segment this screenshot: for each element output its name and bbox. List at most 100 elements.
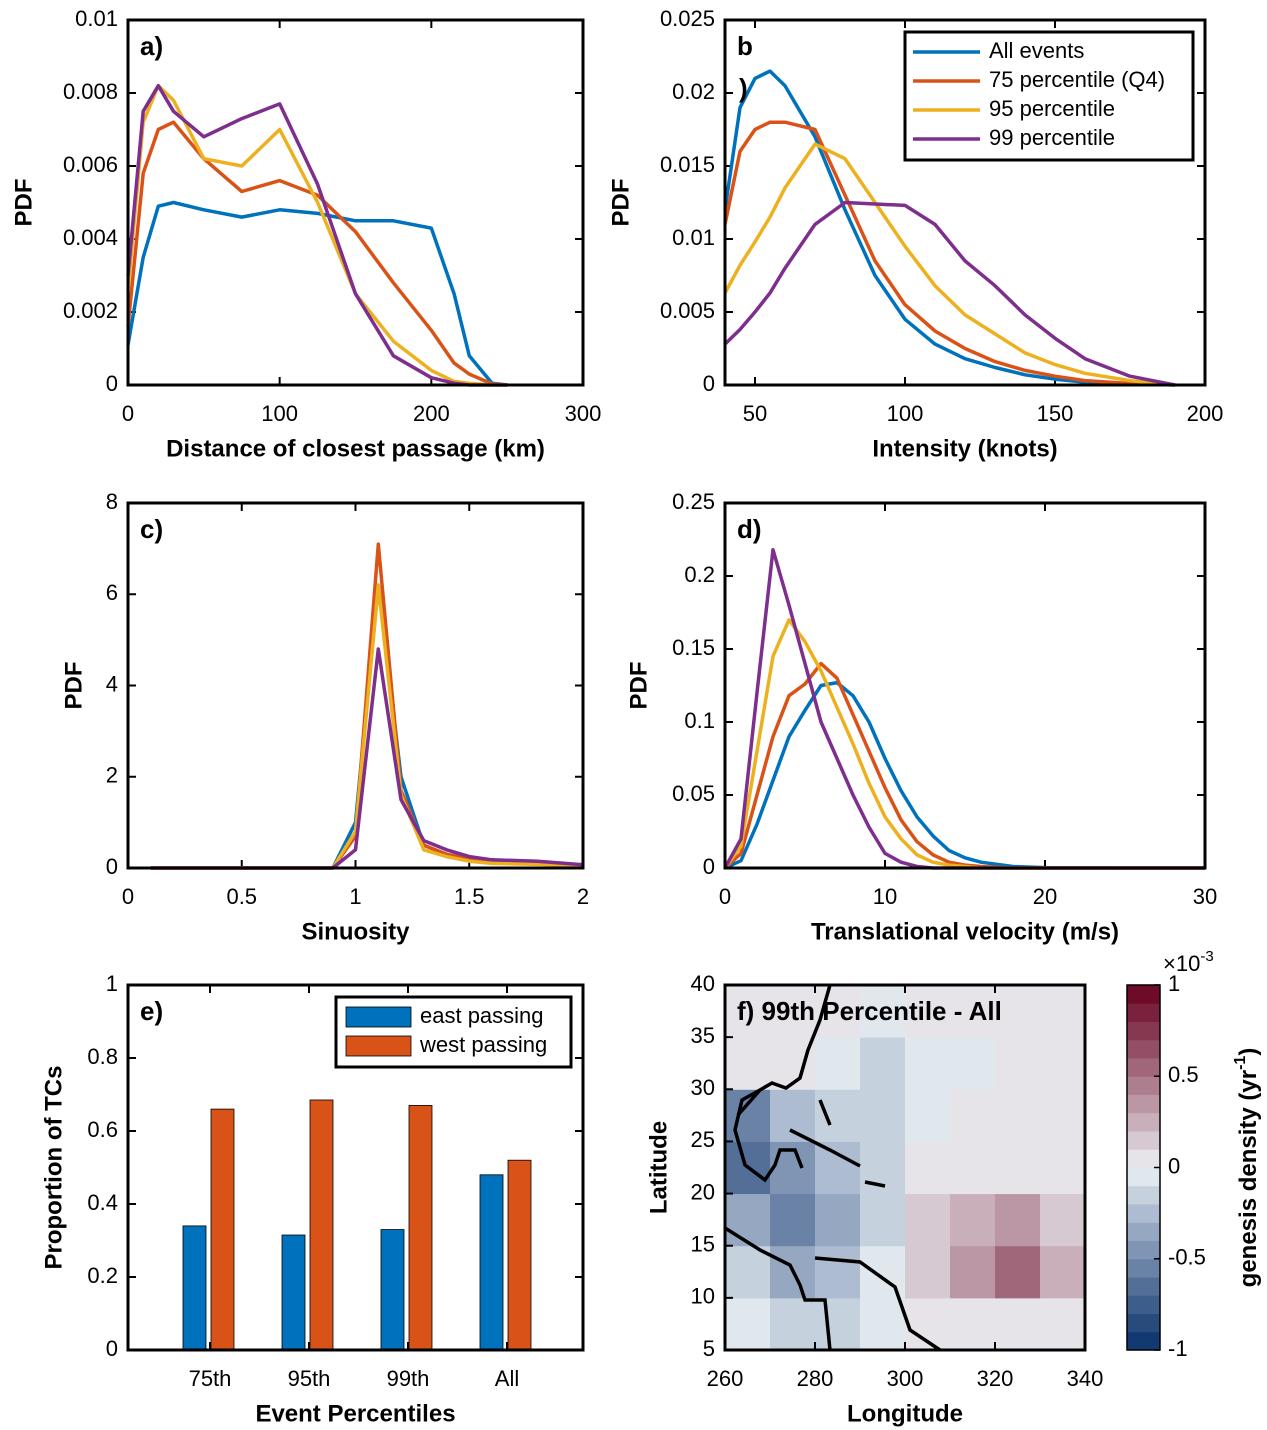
- heat-cell: [950, 1245, 996, 1299]
- heat-cell: [995, 1037, 1041, 1090]
- heat-cell: [950, 1297, 996, 1350]
- x-tick-label: 200: [1187, 401, 1224, 426]
- y-tick-label: 0.01: [75, 6, 118, 31]
- x-tick-label: 300: [887, 1366, 924, 1391]
- y-tick-label: 2: [106, 763, 118, 788]
- heat-cell: [815, 1245, 861, 1299]
- y-tick-label: 5: [703, 1336, 715, 1361]
- axes-frame: [126, 18, 585, 387]
- axes-frame: [723, 983, 1087, 1352]
- heat-cell: [995, 1089, 1041, 1142]
- coastline-hispaniola: [864, 1180, 886, 1188]
- heat-cell: [725, 1297, 771, 1350]
- heat-cell: [860, 985, 906, 1038]
- chart-title: f) 99th Percentile - All: [737, 996, 1002, 1026]
- y-axis-label: PDF: [60, 662, 87, 710]
- colorbar-label-main: genesis density (yr: [1235, 1070, 1262, 1287]
- colorbar-tick-label: -0.5: [1168, 1245, 1206, 1270]
- heat-cell: [905, 1141, 951, 1195]
- colorbar-swatch: [1127, 1313, 1160, 1333]
- series-line: [150, 647, 584, 870]
- y-tick-label: 0: [106, 1336, 118, 1361]
- colorbar-swatch: [1127, 1331, 1160, 1351]
- x-tick-label: All: [495, 1366, 519, 1391]
- heat-cell: [860, 1089, 906, 1142]
- x-tick-label: 1.5: [454, 884, 485, 909]
- y-tick-label: 10: [691, 1284, 715, 1309]
- colorbar-swatch: [1127, 1240, 1160, 1260]
- heat-cell: [905, 1037, 951, 1090]
- bar: [479, 1174, 504, 1351]
- x-tick-label: 260: [707, 1366, 744, 1391]
- heat-cell: [815, 1141, 861, 1195]
- colorbar-multiplier: ×10-3: [1163, 948, 1214, 976]
- colorbar-swatch: [1127, 1258, 1160, 1278]
- heat-cell: [950, 985, 996, 1038]
- x-tick-label: 10: [873, 884, 897, 909]
- x-tick-label: 95th: [288, 1366, 331, 1391]
- chart-title: b: [737, 31, 753, 61]
- x-tick-label: 30: [1193, 884, 1217, 909]
- bar: [408, 1105, 433, 1351]
- x-tick-label: 320: [977, 1366, 1014, 1391]
- x-tick-label: 50: [743, 401, 767, 426]
- heat-cell: [815, 1193, 861, 1247]
- heat-cell: [905, 985, 951, 1038]
- series-line: [126, 83, 508, 387]
- heat-cell: [725, 1037, 771, 1090]
- x-tick-label: 340: [1067, 1366, 1104, 1391]
- heat-cell: [860, 1037, 906, 1090]
- heat-cell: [995, 1141, 1041, 1195]
- legend-label: east passing: [420, 1003, 544, 1028]
- bar: [210, 1108, 235, 1351]
- colorbar-swatch: [1127, 985, 1160, 1004]
- x-tick-label: 99th: [387, 1366, 430, 1391]
- x-tick-label: 280: [797, 1366, 834, 1391]
- heat-cell: [1040, 985, 1085, 1038]
- heat-cell: [950, 1037, 996, 1090]
- x-tick-label: 20: [1033, 884, 1057, 909]
- y-axis-label: PDF: [607, 179, 634, 227]
- x-axis-label: Intensity (knots): [872, 435, 1057, 462]
- colorbar-swatch: [1127, 1222, 1160, 1241]
- heat-cell: [860, 1245, 906, 1299]
- y-tick-label: 0.8: [87, 1044, 118, 1069]
- colorbar-label-superscript: -1: [1232, 1056, 1249, 1070]
- heat-cell: [815, 1089, 861, 1142]
- y-tick-label: 0.025: [660, 6, 715, 31]
- heat-cell: [1040, 1141, 1085, 1195]
- heat-cell: [905, 1245, 951, 1299]
- y-tick-label: 0.015: [660, 152, 715, 177]
- colorbar-label-end: ): [1235, 1048, 1262, 1056]
- bar: [182, 1225, 207, 1351]
- coastline-gulf: [733, 1088, 804, 1183]
- y-tick-label: 0.006: [63, 152, 118, 177]
- colorbar-swatch: [1127, 1185, 1160, 1205]
- y-axis-label: PDF: [10, 179, 37, 227]
- chart-title-suffix: ): [739, 73, 748, 103]
- coastline-cuba: [789, 1128, 861, 1168]
- axes-frame: [723, 18, 1207, 387]
- y-tick-label: 0.002: [63, 298, 118, 323]
- axes-frame: [126, 983, 585, 1352]
- series-line: [126, 200, 508, 387]
- colorbar-swatch: [1127, 1076, 1160, 1095]
- series-line: [724, 680, 1205, 870]
- x-tick-label: 0: [719, 884, 731, 909]
- colorbar-swatch: [1127, 1204, 1160, 1223]
- x-tick-label: 75th: [189, 1366, 232, 1391]
- colorbar-swatch: [1127, 1021, 1160, 1041]
- y-tick-label: 20: [691, 1179, 715, 1204]
- axes-frame: [723, 501, 1207, 870]
- axes-frame: [126, 501, 585, 870]
- y-axis-label: PDF: [625, 662, 652, 710]
- y-tick-label: 0.4: [87, 1190, 118, 1215]
- y-tick-label: 1: [106, 971, 118, 996]
- colorbar-tick-label: 0.5: [1168, 1062, 1199, 1087]
- y-tick-label: 0.004: [63, 225, 118, 250]
- chart-title: d): [737, 514, 762, 544]
- x-tick-label: 100: [887, 401, 924, 426]
- colorbar-swatch: [1127, 1112, 1160, 1132]
- y-tick-label: 30: [691, 1075, 715, 1100]
